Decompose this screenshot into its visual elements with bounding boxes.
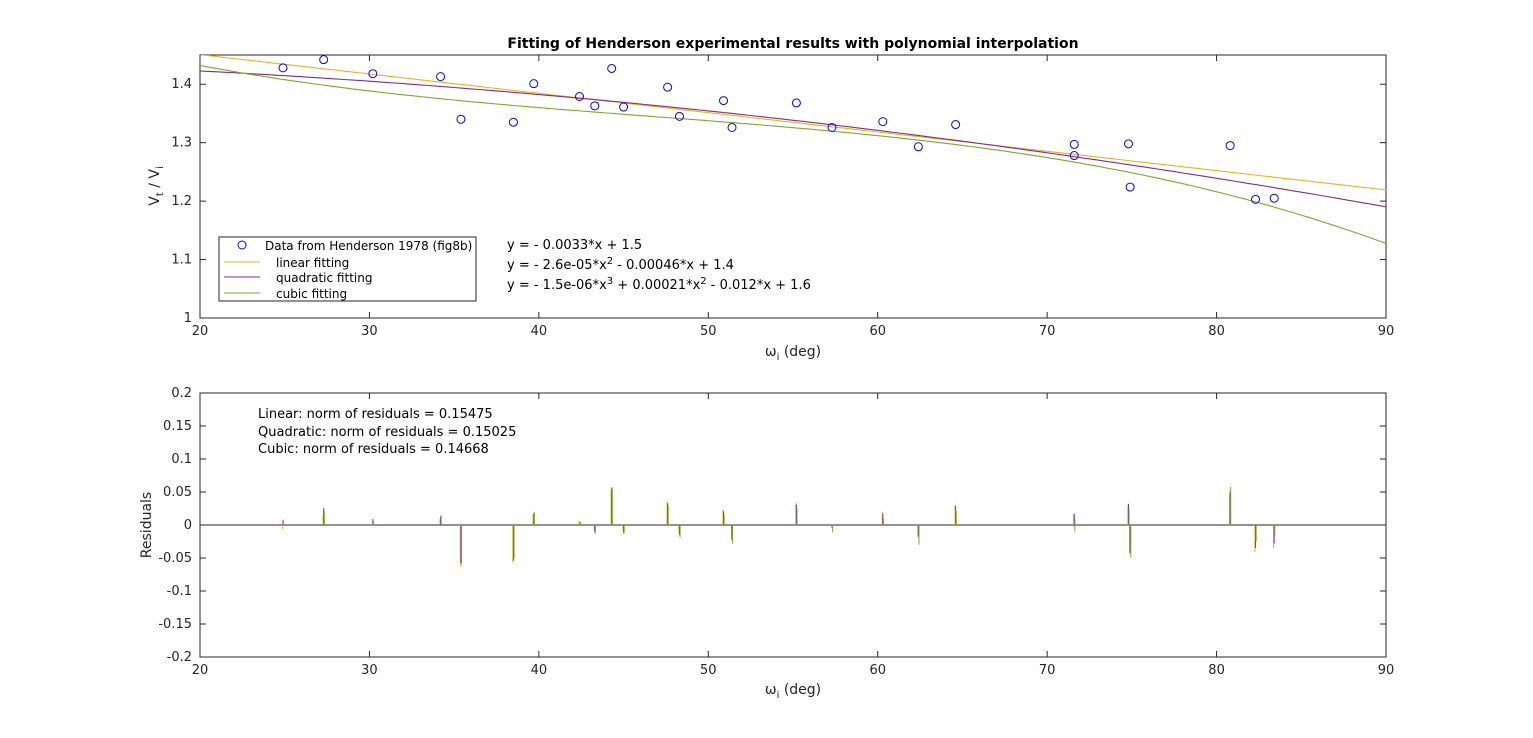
legend-label-cubic: cubic fitting (276, 287, 347, 301)
bottom-x-tick-label: 20 (192, 663, 209, 678)
x-axis-ticks: 20 30 40 50 60 70 80 90 (192, 393, 1395, 678)
data-point (319, 55, 329, 65)
data-point (575, 91, 585, 101)
fit-curves (200, 55, 1386, 245)
data-point (1123, 139, 1133, 149)
top-y-tick-label: 1 (184, 311, 192, 326)
data-point (674, 111, 684, 121)
x-axis-ticks: 20 30 40 50 60 70 80 90 (192, 55, 1395, 339)
data-point (508, 117, 518, 127)
norm-quadratic: Quadratic: norm of residuals = 0.15025 (258, 425, 516, 440)
top-x-tick-label: 50 (700, 324, 717, 339)
data-point (1125, 182, 1135, 192)
top-y-tick-label: 1.1 (171, 253, 192, 268)
bottom-x-tick-label: 60 (869, 663, 886, 678)
bottom-y-tick-label: -0.1 (167, 584, 192, 599)
residuals-plot: -0.2 -0.15 -0.1 -0.05 0 0.05 0.1 0.15 0.2 20 30 40… (139, 386, 1394, 701)
bottom-y-tick-label: -0.15 (158, 617, 192, 632)
bottom-x-tick-label: 30 (361, 663, 378, 678)
bottom-y-tick-label: 0.15 (163, 419, 192, 434)
legend-marker-data (237, 240, 247, 250)
chart-title: Fitting of Henderson experimental result… (507, 36, 1078, 52)
bottom-y-tick-label: 0.1 (171, 452, 192, 467)
data-point (719, 96, 729, 106)
data-point (590, 101, 600, 111)
data-point (368, 69, 378, 79)
top-y-tick-label: 1.2 (171, 194, 192, 209)
bottom-x-tick-label: 40 (531, 663, 548, 678)
top-x-tick-label: 40 (531, 324, 548, 339)
bottom-x-tick-label: 50 (700, 663, 717, 678)
bottom-x-tick-label: 70 (1039, 663, 1056, 678)
data-point (278, 63, 288, 73)
legend: Data from Henderson 1978 (fig8b) linear … (218, 236, 477, 302)
fit-equations: y = - 0.0033*x + 1.5 y = - 2.6e-05*x2 - … (507, 238, 811, 293)
bottom-y-tick-label: -0.2 (167, 650, 192, 665)
x-axis-label: ωi (deg) (765, 344, 821, 363)
data-point (913, 142, 923, 152)
bottom-y-tick-label: 0.05 (163, 485, 192, 500)
bottom-x-tick-label: 80 (1208, 663, 1225, 678)
data-point (456, 114, 466, 124)
top-x-tick-label: 80 (1208, 324, 1225, 339)
legend-label-quadratic: quadratic fitting (276, 271, 372, 285)
y-axis-ticks: 1 1.1 1.2 1.3 1.4 (171, 77, 1386, 326)
data-point (436, 72, 446, 82)
y-axis-ticks: -0.2 -0.15 -0.1 -0.05 0 0.05 0.1 0.15 0.2 (158, 386, 1386, 665)
data-point (1225, 141, 1235, 151)
bottom-y-tick-label: 0 (184, 518, 192, 533)
data-point (791, 98, 801, 108)
legend-label-data: Data from Henderson 1978 (fig8b) (265, 239, 472, 253)
data-point (727, 122, 737, 132)
data-point (951, 120, 961, 130)
data-point (1251, 194, 1261, 204)
equation-quadratic: y = - 2.6e-05*x2 - 0.00046*x + 1.4 (507, 256, 734, 273)
data-point (663, 82, 673, 92)
data-points (278, 55, 1279, 204)
bottom-y-tick-label: -0.05 (158, 551, 192, 566)
data-point (529, 79, 539, 89)
norm-cubic: Cubic: norm of residuals = 0.14668 (258, 442, 489, 457)
top-x-tick-label: 30 (361, 324, 378, 339)
equation-linear: y = - 0.0033*x + 1.5 (507, 238, 642, 253)
fit-plot: Fitting of Henderson experimental result… (147, 36, 1394, 363)
data-point (878, 117, 888, 127)
bottom-y-tick-label: 0.2 (171, 386, 192, 401)
data-point (1069, 151, 1079, 161)
y-axis-label: Residuals (139, 492, 155, 558)
quadratic-fitting-curve (200, 70, 1386, 208)
top-x-tick-label: 20 (192, 324, 209, 339)
linear-fitting-curve (200, 55, 1386, 191)
top-x-tick-label: 70 (1039, 324, 1056, 339)
top-x-tick-label: 90 (1378, 324, 1395, 339)
equation-cubic: y = - 1.5e-06*x3 + 0.00021*x2 - 0.012*x … (507, 276, 811, 293)
residual-norms: Linear: norm of residuals = 0.15475 Quad… (258, 407, 516, 457)
cubic-fitting-curve (200, 64, 1386, 245)
legend-box (218, 236, 477, 302)
data-point (1269, 193, 1279, 203)
bottom-x-tick-label: 90 (1378, 663, 1395, 678)
data-point (607, 63, 617, 73)
data-point (1069, 139, 1079, 149)
data-point (827, 122, 837, 132)
top-x-tick-label: 60 (869, 324, 886, 339)
x-axis-label: ωi (deg) (765, 682, 821, 701)
data-point (619, 102, 629, 112)
norm-linear: Linear: norm of residuals = 0.15475 (258, 407, 493, 422)
top-y-tick-label: 1.3 (171, 136, 192, 151)
top-y-tick-label: 1.4 (171, 77, 192, 92)
residual-stems (281, 486, 1276, 567)
legend-label-linear: linear fitting (276, 256, 349, 270)
y-axis-label: Vt / Vi (147, 166, 166, 205)
